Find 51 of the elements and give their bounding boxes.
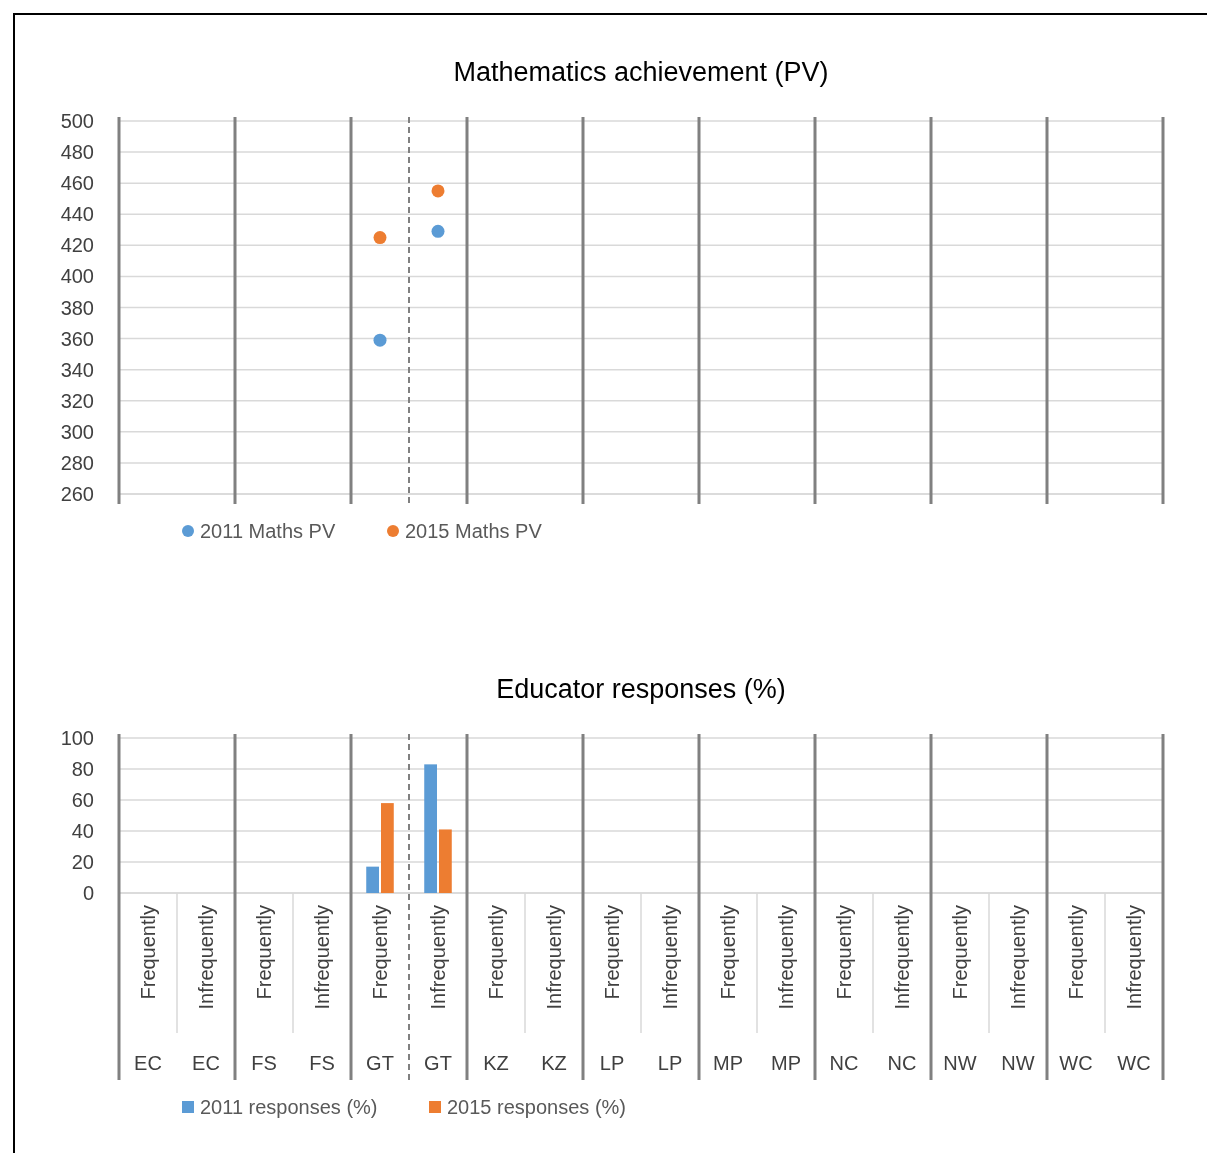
y-tick-label: 360 <box>60 327 94 350</box>
chart-title: Mathematics achievement (PV) <box>453 57 829 87</box>
category-label: Frequently KZ <box>483 905 509 1074</box>
y-tick-label: 60 <box>71 789 94 811</box>
category-label: Frequently NW <box>943 905 977 1074</box>
category-label: Infrequently NC <box>887 905 917 1074</box>
category-label: Infrequently NW <box>1001 905 1035 1074</box>
y-tick-label: 20 <box>71 851 94 873</box>
category-label: Infrequently LP <box>657 905 683 1074</box>
chart-title: Educator responses (%) <box>496 674 786 704</box>
y-tick-label: 100 <box>60 727 94 749</box>
category-label: Frequently MP <box>713 905 743 1074</box>
y-tick-label: 80 <box>71 758 94 780</box>
category-label: Infrequently GT <box>424 905 452 1074</box>
y-tick-label: 400 <box>60 265 94 288</box>
point <box>373 231 387 245</box>
point <box>431 184 445 198</box>
category-label: Infrequently WC <box>1117 905 1151 1074</box>
legend-label: 2011 Maths PV <box>200 520 336 542</box>
category-label: Frequently NC <box>829 905 859 1074</box>
y-tick-label: 500 <box>60 110 94 132</box>
bar <box>366 866 379 893</box>
category-label: Frequently WC <box>1059 905 1093 1074</box>
y-tick-label: 260 <box>60 483 94 505</box>
y-tick-label: 420 <box>60 234 94 257</box>
y-tick-label: 460 <box>60 172 94 195</box>
y-tick-label: 300 <box>60 420 94 443</box>
category-label: Frequently FS <box>251 905 277 1074</box>
bar <box>424 764 437 893</box>
category-label: Infrequently EC <box>192 905 220 1074</box>
point <box>431 224 445 238</box>
category-label: Frequently EC <box>134 905 162 1074</box>
legend-label: 2015 Maths PV <box>405 520 543 542</box>
category-label: Infrequently FS <box>309 905 335 1074</box>
legend-label: 2011 responses (%) <box>200 1096 378 1118</box>
y-tick-label: 440 <box>60 203 94 226</box>
y-tick-label: 40 <box>71 820 94 842</box>
category-label: Infrequently KZ <box>541 905 567 1074</box>
y-tick-label: 340 <box>60 358 94 381</box>
point <box>373 333 387 347</box>
legend-label: 2015 responses (%) <box>447 1096 626 1118</box>
y-tick-label: 320 <box>60 389 94 412</box>
bar <box>439 829 452 893</box>
y-tick-label: 280 <box>60 451 94 474</box>
y-tick-label: 380 <box>60 296 94 319</box>
category-label: Frequently GT <box>366 905 394 1074</box>
y-tick-label: 480 <box>60 141 94 164</box>
bar <box>381 803 394 893</box>
category-label: Infrequently MP <box>771 905 801 1074</box>
category-label: Frequently LP <box>599 905 625 1074</box>
y-tick-label: 0 <box>82 882 94 904</box>
